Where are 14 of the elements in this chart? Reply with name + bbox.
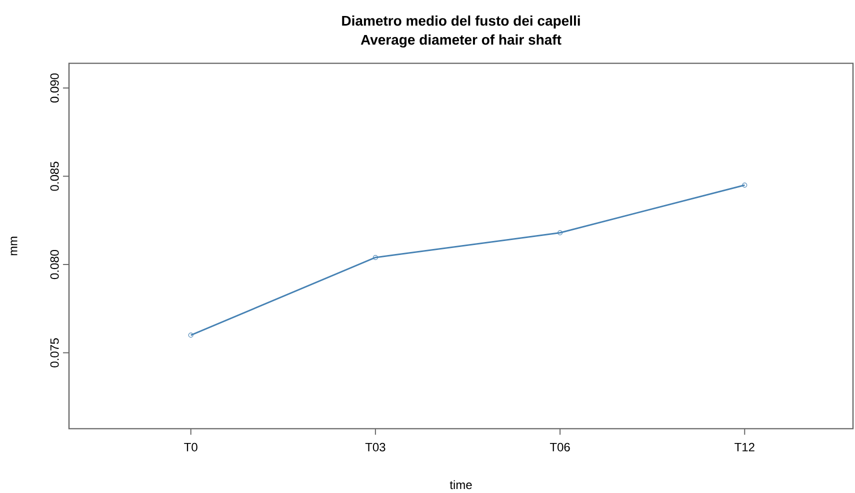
chart-title: Diametro medio del fusto dei capelli <box>342 15 580 28</box>
y-tick-label: 0.080 <box>50 250 59 280</box>
point <box>372 254 378 260</box>
x-axis-title: time <box>450 480 472 490</box>
x-tick-label: T03 <box>365 442 386 452</box>
point <box>558 230 563 236</box>
y-tick-label: 0.085 <box>50 162 59 191</box>
y-tick-label: 0.075 <box>50 338 59 368</box>
chart-subtitle: Average diameter of hair shaft <box>360 34 562 48</box>
x-tick-label: T0 <box>184 442 198 452</box>
x-tick-label: T06 <box>550 442 570 452</box>
x-tick-label: T12 <box>734 442 754 452</box>
y-tick-label: 0.090 <box>50 73 59 102</box>
y-axis-title: mm <box>10 236 18 256</box>
